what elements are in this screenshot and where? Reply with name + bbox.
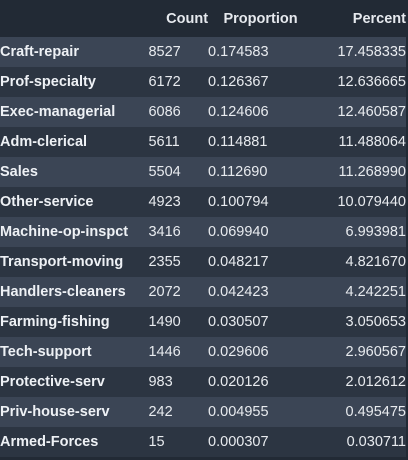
table-row: Protective-serv 983 0.020126 2.012612 [0, 367, 406, 397]
proportion-cell: 0.004955 [208, 397, 314, 427]
percent-cell: 12.636665 [313, 67, 406, 97]
row-label: Adm-clerical [0, 127, 149, 157]
percent-cell: 4.242251 [313, 277, 406, 307]
table-row: Transport-moving 2355 0.048217 4.821670 [0, 247, 406, 277]
table-row: Machine-op-inspct 3416 0.069940 6.993981 [0, 217, 406, 247]
row-label: Priv-house-serv [0, 397, 149, 427]
proportion-cell: 0.114881 [208, 127, 314, 157]
percent-cell: 11.488064 [313, 127, 406, 157]
proportion-cell: 0.030507 [208, 307, 314, 337]
row-label: Prof-specialty [0, 67, 149, 97]
row-label: Protective-serv [0, 367, 149, 397]
percent-cell: 4.821670 [313, 247, 406, 277]
table-row: Craft-repair 8527 0.174583 17.458335 [0, 37, 406, 67]
count-cell: 242 [148, 397, 209, 427]
percent-cell: 2.960567 [313, 337, 406, 367]
percent-cell: 0.030711 [313, 427, 406, 457]
table-row: Priv-house-serv 242 0.004955 0.495475 [0, 397, 406, 427]
percent-cell: 17.458335 [313, 37, 406, 67]
percent-cell: 0.495475 [313, 397, 406, 427]
table-body: Craft-repair 8527 0.174583 17.458335 Prof-sp… [0, 37, 406, 457]
table-row: Sales 5504 0.112690 11.268990 [0, 157, 406, 187]
count-cell: 983 [148, 367, 209, 397]
count-cell: 8527 [148, 37, 209, 67]
column-header-percent: Percent [313, 0, 406, 37]
percent-cell: 10.079440 [313, 187, 406, 217]
proportion-cell: 0.020126 [208, 367, 314, 397]
proportion-cell: 0.069940 [208, 217, 314, 247]
proportion-cell: 0.124606 [208, 97, 314, 127]
table-row: Farming-fishing 1490 0.030507 3.050653 [0, 307, 406, 337]
table-header: Count Proportion Percent [0, 0, 406, 37]
percent-cell: 2.012612 [313, 367, 406, 397]
row-label: Armed-Forces [0, 427, 149, 457]
row-label: Tech-support [0, 337, 149, 367]
count-cell: 3416 [148, 217, 209, 247]
row-label: Exec-managerial [0, 97, 149, 127]
percent-cell: 3.050653 [313, 307, 406, 337]
percent-cell: 12.460587 [313, 97, 406, 127]
row-label: Machine-op-inspct [0, 217, 149, 247]
proportion-cell: 0.000307 [208, 427, 314, 457]
table-row: Handlers-cleaners 2072 0.042423 4.242251 [0, 277, 406, 307]
percent-cell: 6.993981 [313, 217, 406, 247]
count-cell: 2355 [148, 247, 209, 277]
proportion-cell: 0.112690 [208, 157, 314, 187]
proportion-cell: 0.126367 [208, 67, 314, 97]
row-label: Handlers-cleaners [0, 277, 149, 307]
proportion-cell: 0.029606 [208, 337, 314, 367]
count-cell: 6086 [148, 97, 209, 127]
table-row: Other-service 4923 0.100794 10.079440 [0, 187, 406, 217]
row-label: Sales [0, 157, 149, 187]
count-cell: 1490 [148, 307, 209, 337]
column-header-proportion: Proportion [208, 0, 314, 37]
proportion-cell: 0.100794 [208, 187, 314, 217]
row-label: Craft-repair [0, 37, 149, 67]
count-cell: 5611 [148, 127, 209, 157]
count-cell: 15 [148, 427, 209, 457]
row-label: Farming-fishing [0, 307, 149, 337]
count-cell: 2072 [148, 277, 209, 307]
index-header [0, 0, 149, 37]
table-row: Adm-clerical 5611 0.114881 11.488064 [0, 127, 406, 157]
proportion-cell: 0.042423 [208, 277, 314, 307]
table-row: Armed-Forces 15 0.000307 0.030711 [0, 427, 406, 457]
row-label: Other-service [0, 187, 149, 217]
table-row: Prof-specialty 6172 0.126367 12.636665 [0, 67, 406, 97]
count-cell: 1446 [148, 337, 209, 367]
proportion-cell: 0.174583 [208, 37, 314, 67]
proportion-cell: 0.048217 [208, 247, 314, 277]
table-row: Tech-support 1446 0.029606 2.960567 [0, 337, 406, 367]
percent-cell: 11.268990 [313, 157, 406, 187]
table-row: Exec-managerial 6086 0.124606 12.460587 [0, 97, 406, 127]
column-header-count: Count [148, 0, 209, 37]
count-cell: 5504 [148, 157, 209, 187]
count-cell: 4923 [148, 187, 209, 217]
count-cell: 6172 [148, 67, 209, 97]
header-row: Count Proportion Percent [0, 0, 406, 37]
row-label: Transport-moving [0, 247, 149, 277]
